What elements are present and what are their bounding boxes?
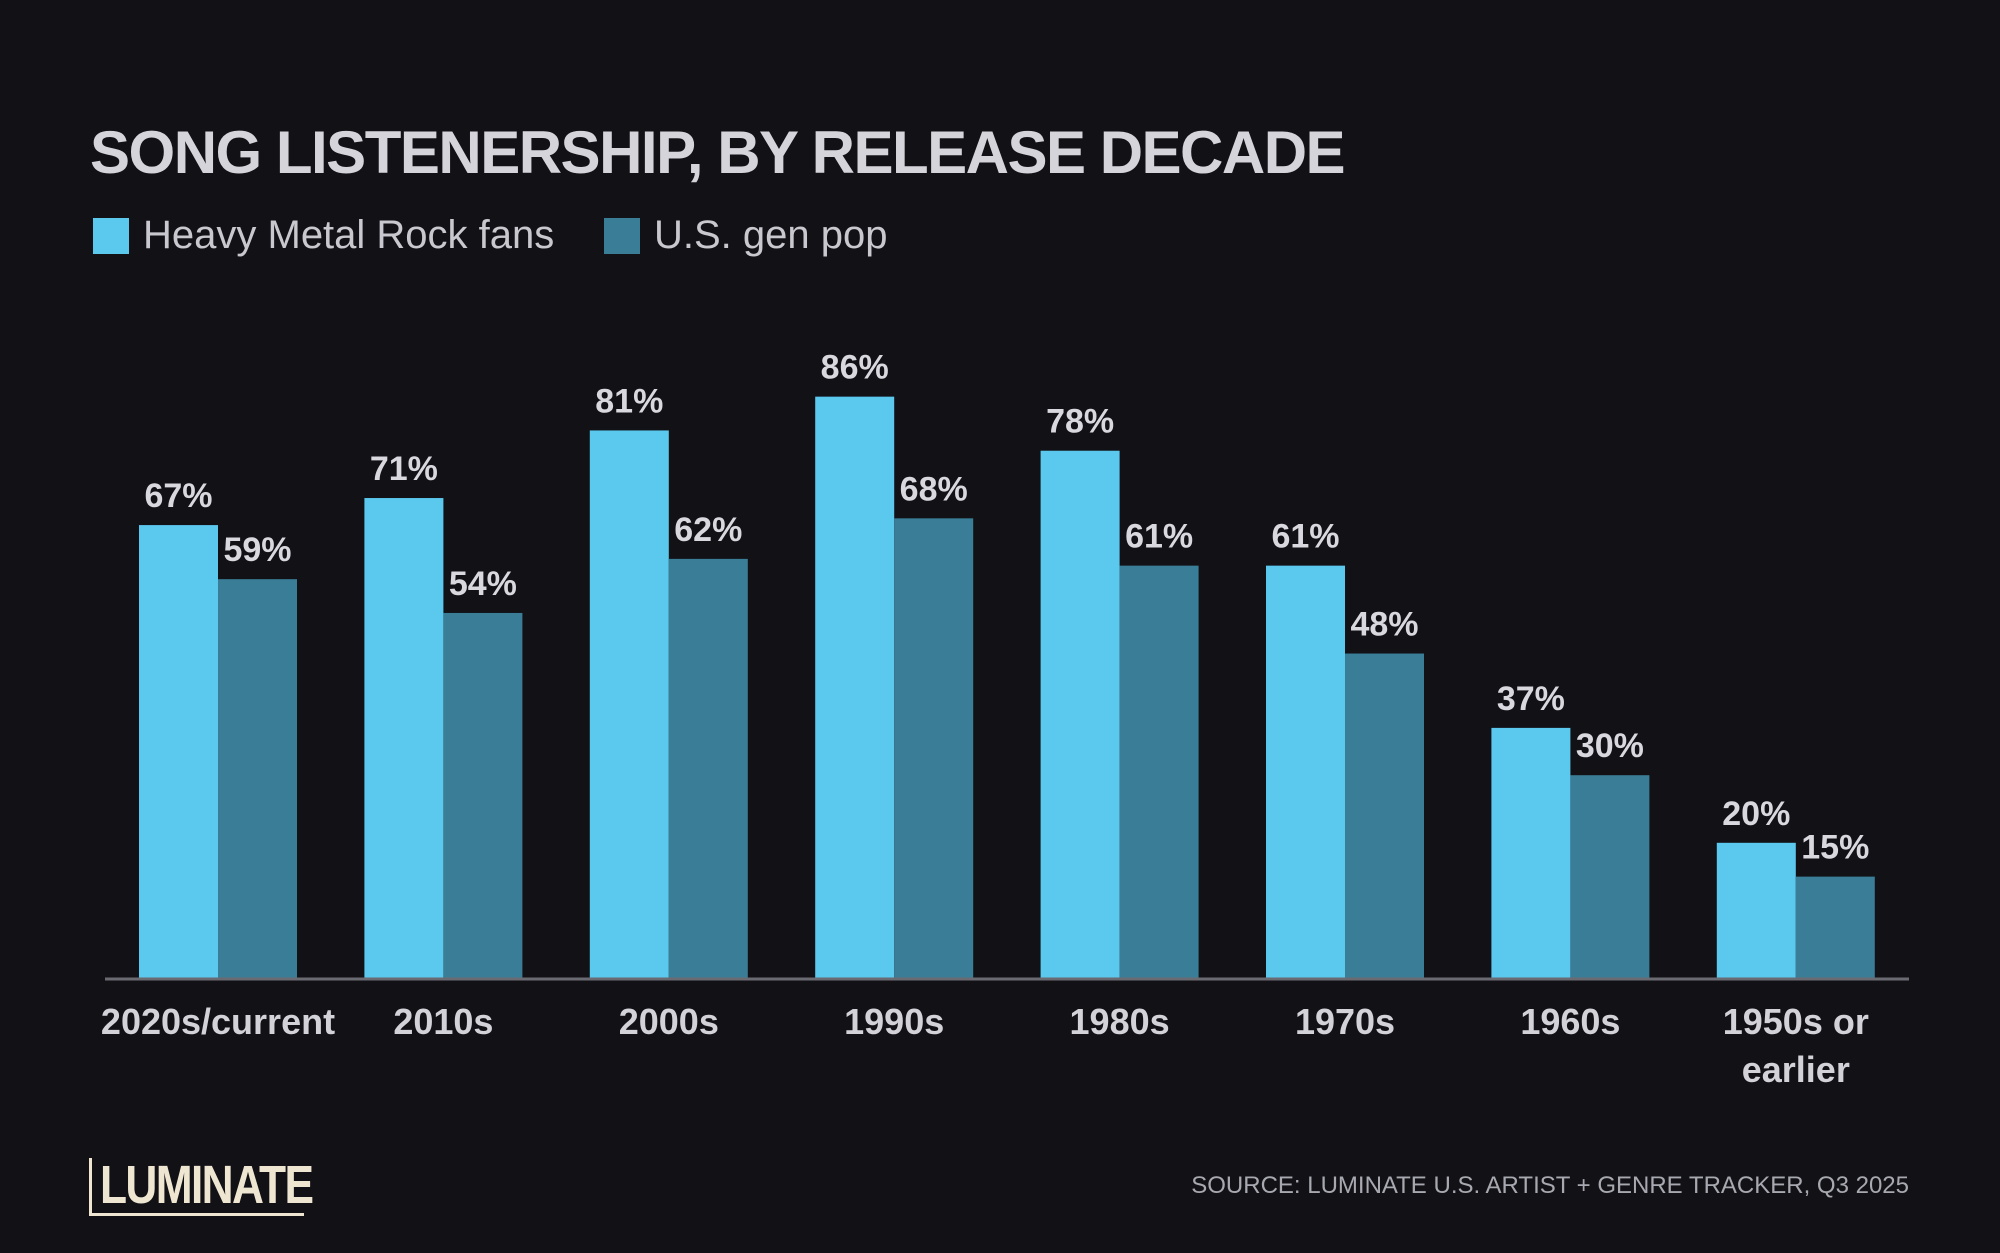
bar [1491,727,1571,978]
category-label: 2000s [619,1001,719,1042]
legend-label: U.S. gen pop [654,213,888,257]
bar [668,558,748,978]
legend-swatch [93,217,129,254]
source-note: SOURCE: LUMINATE U.S. ARTIST + GENRE TRA… [1191,1172,1909,1199]
data-label: 71% [370,450,438,488]
bar [218,579,297,978]
data-label: 30% [1576,727,1644,765]
data-label: 81% [595,382,663,420]
category-label: 1950s or [1723,1001,1869,1042]
data-label: 78% [1046,403,1114,441]
bar [364,498,444,978]
category-label: 1970s [1295,1001,1395,1042]
category-label: 1980s [1070,1001,1170,1042]
bar [1716,842,1796,978]
bar [1266,565,1345,978]
data-label: 20% [1722,795,1790,833]
data-label: 62% [674,511,742,549]
chart-title: SONG LISTENERSHIP, BY RELEASE DECADE [90,119,1346,186]
bar [589,430,669,978]
category-label: 1990s [844,1001,944,1042]
category-label: 1960s [1520,1001,1620,1042]
legend-item-gen-pop: U.S. gen pop [604,213,888,258]
bar [1040,450,1120,979]
bar [1119,565,1199,978]
bar [1570,775,1650,978]
category-label: 2010s [393,1001,493,1042]
data-label: 61% [1125,518,1193,556]
data-label: 54% [449,565,517,603]
data-label: 67% [144,477,212,515]
legend-item-heavy-metal: Heavy Metal Rock fans [93,213,554,258]
logo-text: LUMINATE [100,1155,314,1215]
data-label: 15% [1801,829,1869,867]
data-label: 68% [900,470,968,508]
bar [1795,876,1875,978]
data-label: 59% [223,531,291,569]
category-label: 2020s/current [101,1001,335,1042]
luminate-logo: LUMINATE [89,1155,314,1216]
legend-label: Heavy Metal Rock fans [143,213,555,257]
bar [815,396,895,978]
category-label: earlier [1742,1049,1850,1090]
bar [894,518,974,978]
data-label: 86% [821,349,889,387]
bar [1345,653,1424,978]
bar [443,612,523,978]
data-label: 48% [1350,606,1418,644]
data-label: 61% [1271,518,1339,556]
legend-swatch [604,217,640,254]
bar [139,525,218,978]
data-label: 37% [1497,680,1565,718]
